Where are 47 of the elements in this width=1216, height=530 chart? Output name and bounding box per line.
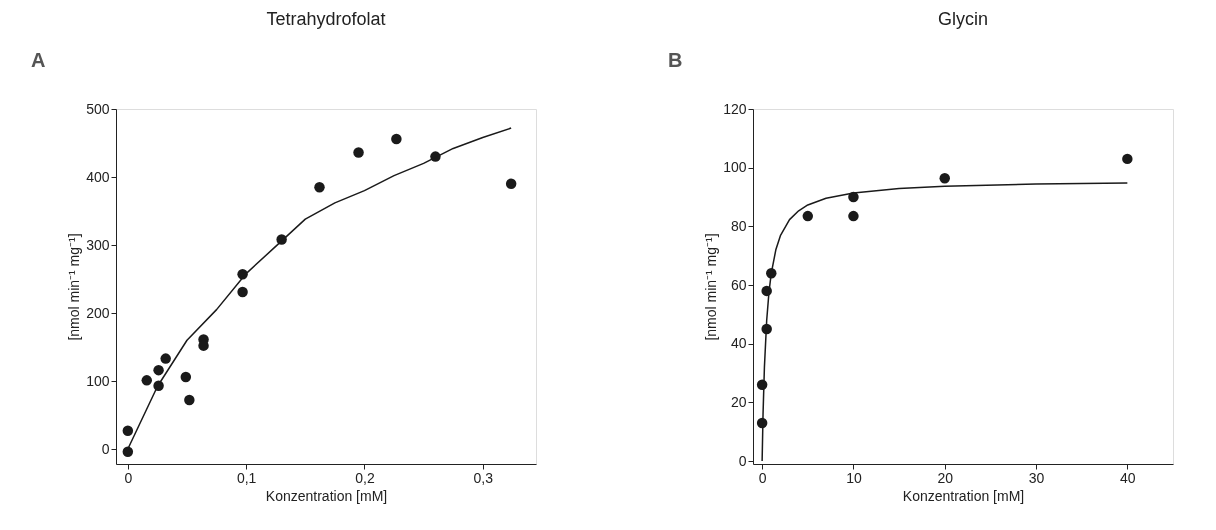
x-tick-label: 20 [937,469,954,486]
point [353,147,364,158]
point [141,375,152,386]
y-tick-label: 500 [86,100,110,117]
y-axis-title: [nmol min⁻¹ mg⁻¹] [703,233,720,341]
text: B [668,49,683,71]
point [505,178,517,190]
x-axis-title: Konzentration [mM] [265,487,388,504]
point [802,210,814,222]
y-tick-label: 80 [730,217,747,234]
y-tick-label: 120 [723,100,747,117]
x-tick-label: 0 [758,469,767,486]
y-tick-label: 400 [86,168,110,185]
y-tick-label: 300 [86,236,110,253]
text: A [31,49,46,71]
point [122,446,134,457]
y-tick-label: 0 [101,440,110,457]
x-tick-label: 0 [124,469,133,486]
point [180,371,192,383]
line-series [761,182,1129,462]
y-tick-label: 200 [86,304,110,321]
point [1122,153,1133,165]
point [153,364,164,376]
chart-title: Tetrahydrofolat [266,9,386,29]
point [237,286,248,298]
x-tick-label: 0,1 [236,469,257,486]
point [122,425,134,436]
y-tick-label: 60 [730,276,747,293]
y-tick-label: 100 [86,372,110,389]
y-axis-title: [nmol min⁻¹ mg⁻¹] [66,233,83,341]
y-tick-label: 20 [730,393,747,410]
x-tick-label: 10 [846,469,862,486]
chart-title: Glycin [937,9,989,29]
point [939,173,950,184]
y-tick-label: 40 [730,335,747,352]
point [848,210,859,222]
x-axis-title: Konzentration [mM] [902,487,1025,504]
point [160,353,171,364]
x-tick-label: 0,2 [355,469,375,486]
x-tick-label: 40 [1120,469,1136,486]
x-tick-label: 0,3 [473,469,494,486]
point [391,133,402,145]
point [184,394,195,406]
point [314,181,325,193]
y-tick-label: 100 [723,159,747,176]
y-tick-label: 0 [738,452,747,469]
x-tick-label: 30 [1028,469,1045,486]
